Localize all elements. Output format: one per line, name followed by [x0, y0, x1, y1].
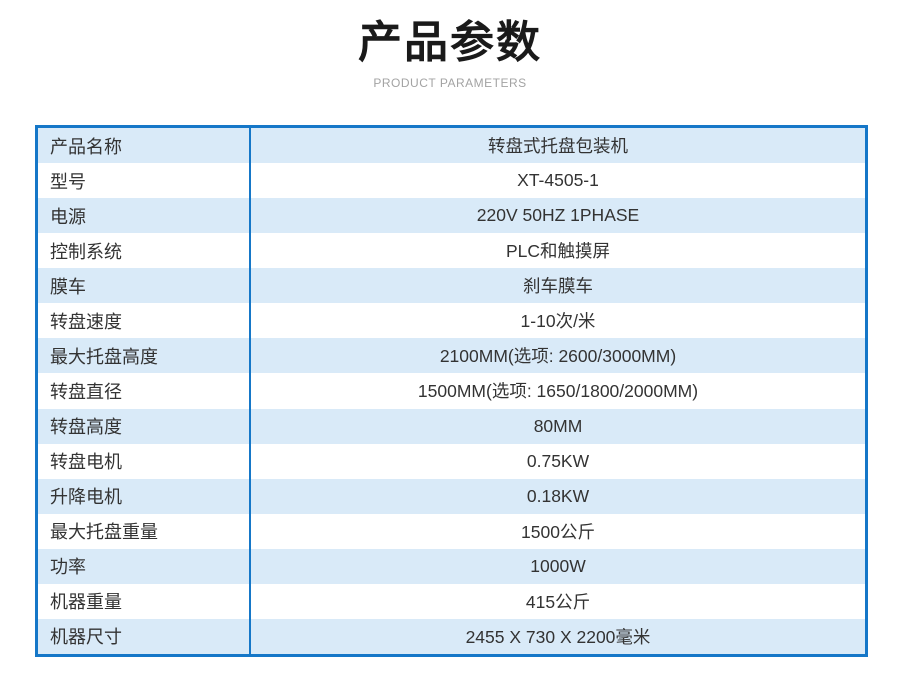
spec-label: 升降电机	[38, 478, 251, 514]
spec-label: 转盘电机	[38, 443, 251, 479]
page-subtitle: PRODUCT PARAMETERS	[373, 75, 527, 90]
spec-value: 1500公斤	[521, 521, 595, 542]
spec-label: 型号	[38, 163, 251, 199]
table-row: 机器尺寸 2455 X 730 X 2200毫米	[38, 618, 865, 654]
spec-value: 80MM	[533, 415, 583, 436]
spec-label: 膜车	[38, 268, 251, 304]
spec-label: 控制系统	[38, 233, 251, 269]
spec-label: 转盘速度	[38, 303, 251, 339]
table-row: 功率 1000W	[38, 548, 865, 584]
table-row: 转盘高度 80MM	[38, 408, 865, 444]
product-spec-table: 产品名称 转盘式托盘包装机 型号 XT-4505-1 电源 220V 50HZ …	[35, 125, 868, 657]
spec-value: 1000W	[530, 555, 586, 576]
table-row: 膜车 刹车膜车	[38, 268, 865, 304]
page-header: 产品参数 PRODUCT PARAMETERS	[0, 0, 900, 90]
table-row: 电源 220V 50HZ 1PHASE	[38, 198, 865, 234]
table-row: 转盘速度 1-10次/米	[38, 303, 865, 339]
spec-label: 机器尺寸	[38, 618, 251, 654]
spec-value: 1500MM(选项: 1650/1800/2000MM)	[417, 381, 699, 402]
spec-value: 转盘式托盘包装机	[488, 136, 628, 157]
spec-value: PLC和触摸屏	[505, 241, 611, 262]
spec-value: 415公斤	[525, 591, 591, 612]
table-row: 产品名称 转盘式托盘包装机	[38, 128, 865, 164]
spec-label: 最大托盘高度	[38, 338, 251, 374]
spec-value: 2100MM(选项: 2600/3000MM)	[439, 346, 677, 367]
spec-label: 电源	[38, 198, 251, 234]
table-row: 转盘电机 0.75KW	[38, 443, 865, 479]
table-row: 控制系统 PLC和触摸屏	[38, 233, 865, 269]
page-title: 产品参数	[358, 18, 542, 67]
spec-label: 功率	[38, 548, 251, 584]
spec-value: 220V 50HZ 1PHASE	[476, 205, 640, 226]
table-row: 最大托盘高度 2100MM(选项: 2600/3000MM)	[38, 338, 865, 374]
spec-value: 2455 X 730 X 2200毫米	[465, 626, 651, 647]
table-row: 升降电机 0.18KW	[38, 478, 865, 514]
table-row: 型号 XT-4505-1	[38, 163, 865, 199]
table-row: 最大托盘重量 1500公斤	[38, 513, 865, 549]
spec-value: 刹车膜车	[523, 276, 593, 297]
spec-value: XT-4505-1	[517, 170, 599, 191]
spec-value: 0.18KW	[526, 485, 590, 506]
table-row: 转盘直径 1500MM(选项: 1650/1800/2000MM)	[38, 373, 865, 409]
table-row: 机器重量 415公斤	[38, 583, 865, 619]
spec-value: 0.75KW	[526, 450, 590, 471]
spec-label: 转盘高度	[38, 408, 251, 444]
spec-label: 机器重量	[38, 583, 251, 619]
spec-value: 1-10次/米	[520, 311, 596, 332]
spec-label: 产品名称	[38, 128, 251, 164]
spec-label: 最大托盘重量	[38, 513, 251, 549]
spec-label: 转盘直径	[38, 373, 251, 409]
